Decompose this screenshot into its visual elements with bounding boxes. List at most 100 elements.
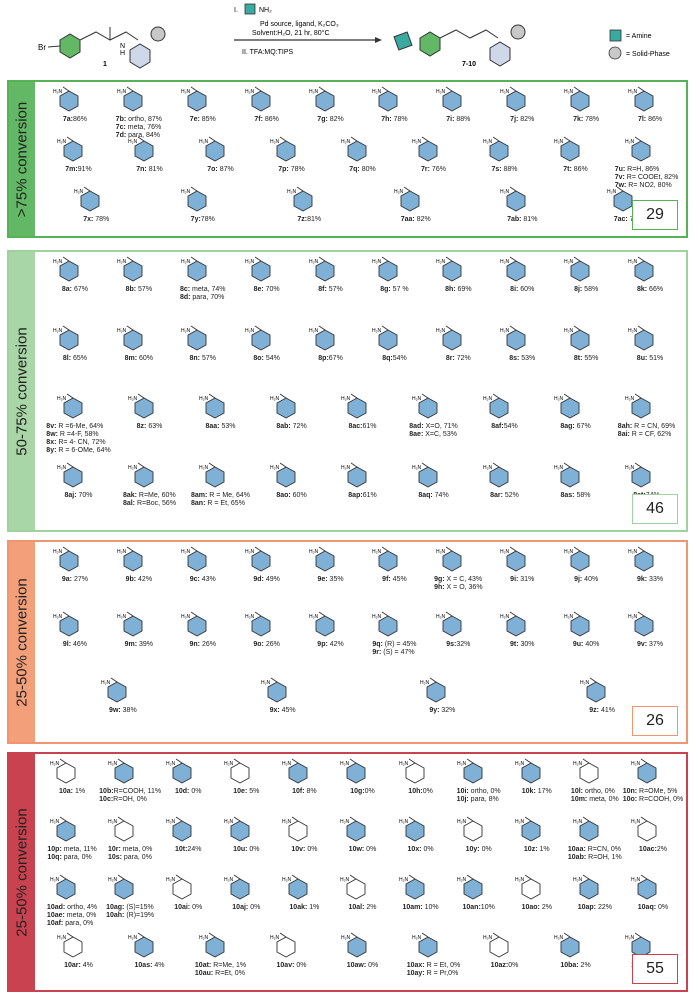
compound-label-line: 10v: 0% [291,846,318,853]
compound-label: 10ag: (S)=15% 10ah: (R)=19% [106,904,154,920]
panel-sidebar: 25-50% conversion [9,542,35,742]
amine-group-label: H₂N [50,877,60,883]
amine-group-label: H₂N [372,259,382,265]
amine-group-label: H₂N [128,465,138,471]
structure-icon: H₂N [625,932,650,958]
compound-label: 10ar: 4% [64,962,93,970]
compound-label-line: 9p: 42% [317,641,344,649]
compound-entry: H₂N 8af:54% [469,393,540,431]
compound-label-line: 8q:54% [382,354,407,362]
compound-label-line: 8ai: R = CF, 62% [617,431,672,438]
compound-label-line: 8p:67% [318,354,343,362]
compound-label: 9q: (R) = 45% 9r: (S) = 47% [372,641,416,657]
compound-label: 7p: 78% [278,166,304,174]
compound-label-line: 10am: 10% [402,904,439,911]
panel-title: 50-75% conversion [13,326,31,456]
compound-label: 7e: 85% [190,116,216,124]
compound-label-line: 7i: 88% [446,116,471,123]
compound-label-line: 10h:0% [408,788,433,795]
compound-label: 8af:54% [491,423,517,431]
compound-label-line: 8ab: 72% [276,423,307,430]
amine-group-label: H₂N [564,549,574,555]
amine-group-label: H₂N [270,396,280,402]
structure-icon: H₂N [500,546,526,572]
compound-entry: H₂N 8t: 55% [554,325,618,363]
compound-label-line: 7a:86% [62,116,88,123]
compound-entry: H₂N 10l: ortho, 0% 10m: meta, 0% [566,758,624,804]
compound-label: 7o: 87% [207,166,233,174]
amine-group-label: H₂N [625,465,635,471]
panel-sidebar: >75% conversion [9,82,35,236]
compound-label: 8aq: 74% [418,492,448,500]
amine-group-label: H₂N [399,761,409,767]
compound-entry: H₂N 9l: 46% [43,611,107,649]
amine-group-label: H₂N [117,259,127,265]
structure-icon: H₂N [554,462,579,488]
amine-group-label: H₂N [436,89,446,95]
structure-icon: H₂N [564,546,590,572]
compound-label: 7q: 80% [349,166,375,174]
structure-icon: H₂N [224,758,250,784]
amine-group-label: H₂N [166,819,176,825]
structure-icon: H₂N [261,677,287,703]
compound-count-box: 46 [632,494,678,524]
amine-group-label: H₂N [436,549,446,555]
structure-icon: H₂N [436,256,462,282]
structure-icon: H₂N [573,816,599,842]
compound-label-line: 7ab: 81% [507,216,538,223]
compound-label: 8o: 54% [253,355,279,363]
compound-label: 10g:0% [350,788,375,796]
compound-label-line: 8u: 51% [636,354,664,362]
amine-group-label: H₂N [500,328,510,334]
compound-entry: H₂N 8ab: 72% [256,393,327,431]
amine-group-label: H₂N [270,465,280,471]
compound-entry: H₂N 7n: 81% [114,136,185,174]
compound-entry: H₂N 10x: 0% [392,816,450,854]
structure-icon: H₂N [270,393,295,419]
structure-icon: H₂N [270,136,295,162]
structure-icon: H₂N [282,874,308,900]
amine-group-label: H₂N [515,761,525,767]
amine-group-label: H₂N [420,680,430,686]
compound-label-line: 7aa: 82% [400,216,431,223]
structure-icon: H₂N [412,462,437,488]
compound-label: 10ak: 1% [289,904,319,912]
compound-label: 10am: 10% [402,904,438,912]
compound-label-line: 9y: 32% [429,706,456,714]
compound-label-line: 8w: R =4-F, 58% [46,431,99,438]
compound-entry: H₂N 7s: 88% [469,136,540,174]
amine-group-label: H₂N [245,614,255,620]
compound-label: 8as: 58% [561,492,591,500]
legend-solid-phase-swatch [608,46,622,60]
reaction-scheme: Br N H 1 I. NH₂ Pd source, ligand, K₂CO₃… [0,0,695,72]
amine-group-label: H₂N [399,877,409,883]
compound-label: 9y: 32% [429,707,455,715]
compound-count-box: 29 [632,200,678,230]
compound-entry: H₂N 7m:91% [43,136,114,174]
compound-entry: H₂N 7u: R=H, 86% 7v: R= COOEt, 82% 7w: R= N… [611,136,682,190]
compound-label-line: 8ae: X=C, 53% [409,431,457,438]
compound-label: 8h: 69% [445,286,471,294]
compound-entry: H₂N 10e: 5% [217,758,275,796]
compound-label: 9g: X = C, 43% 9h: X = O, 36% [434,576,482,592]
amine-group-label: H₂N [554,465,564,471]
structure-icon: H₂N [628,325,654,351]
compound-label: 8b: 57% [126,286,152,294]
compound-label: 9c: 43% [190,576,216,584]
structure-icon: H₂N [53,611,79,637]
compound-label: 7y:78% [191,216,215,224]
structure-icon: H₂N [372,546,398,572]
amine-group-label: H₂N [309,89,319,95]
structure-icon: H₂N [412,932,437,958]
compound-label: 9u: 40% [573,641,599,649]
compound-entry: H₂N 7aa: 82% [363,186,470,224]
compound-entry: H₂N 7o: 87% [185,136,256,174]
compound-label: 9x: 45% [270,707,296,715]
compound-entry: H₂N 10a: 1% [43,758,101,796]
compound-entry: H₂N 9n: 26% [171,611,235,649]
compound-label-line: 10d: 0% [174,788,202,795]
structure-icon: H₂N [166,874,192,900]
compound-grid: H₂N 9a: 27% H₂N 9b: 42% H₂N 9c: 43% H₂N 9d: 49%… [43,546,682,738]
amine-group-label: H₂N [500,89,510,95]
amine-group-label: H₂N [500,259,510,265]
